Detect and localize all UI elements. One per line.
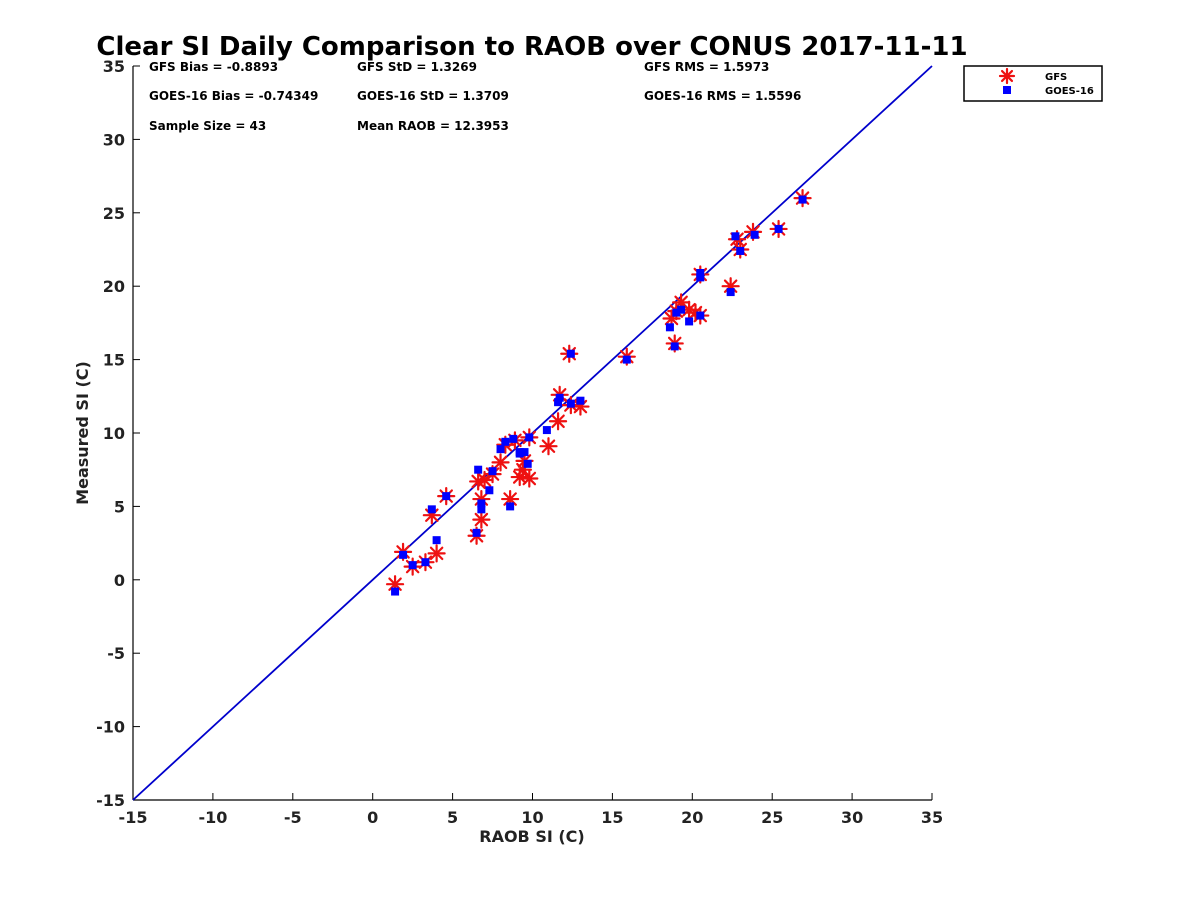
goes16-point [432, 536, 441, 545]
goes16-point [477, 499, 486, 508]
stat-sample-size: Sample Size = 43 [149, 119, 266, 133]
plot-area: -15 -10 -5 0 5 10 15 20 25 30 35 -15 -10 -5 0 5 10 15 20 25… [96, 57, 943, 827]
goes16-point [515, 449, 524, 458]
goes16-point [750, 230, 759, 239]
goes16-point [685, 317, 694, 326]
stat-goes-rms: GOES-16 RMS = 1.5596 [644, 89, 801, 103]
goes16-point [525, 433, 534, 442]
y-tick-label: 25 [103, 204, 125, 223]
y-tick-label: -10 [96, 718, 125, 737]
goes16-point [670, 342, 679, 351]
x-tick-label: 0 [367, 808, 378, 827]
gfs-point [520, 469, 539, 488]
goes16-point [485, 486, 494, 495]
goes16-point [576, 396, 585, 405]
stat-gfs-rms: GFS RMS = 1.5973 [644, 60, 769, 74]
gfs-point [548, 412, 568, 431]
legend-goes-label: GOES-16 [1045, 86, 1094, 97]
x-tick-label: -5 [284, 808, 302, 827]
goes16-point [506, 502, 515, 511]
stat-gfs-std: GFS StD = 1.3269 [357, 60, 477, 74]
y-tick-label: 35 [103, 57, 125, 76]
legend-goes-square [1003, 86, 1011, 94]
y-tick-label: 5 [114, 497, 125, 516]
legend-gfs-asterisk [998, 67, 1016, 85]
stat-goes-bias: GOES-16 Bias = -0.74349 [149, 89, 318, 103]
goes16-point [555, 393, 564, 402]
y-tick-label: 10 [103, 424, 125, 443]
goes16-point [696, 311, 705, 320]
goes16-point [726, 288, 735, 297]
legend-gfs-marker [998, 67, 1016, 85]
goes16-point [520, 448, 529, 457]
goes16-point [672, 308, 681, 317]
goes16-point [427, 505, 436, 514]
gfs-point [571, 397, 590, 416]
goes16-point [442, 492, 451, 501]
goes16-point [501, 437, 510, 446]
y-tick-label: -15 [96, 791, 125, 810]
x-tick-label: 25 [761, 808, 783, 827]
legend-box [963, 65, 1103, 102]
x-tick-label: -10 [198, 808, 227, 827]
goes16-point [798, 195, 807, 204]
chart-title: Clear SI Daily Comparison to RAOB over C… [96, 32, 967, 62]
legend-gfs-label: GFS [1045, 72, 1067, 83]
gfs-point [472, 510, 491, 529]
goes16-point [554, 398, 563, 407]
goes16-point [566, 349, 575, 358]
gfs-point [539, 437, 558, 456]
goes16-point [696, 273, 705, 282]
goes16-point [488, 467, 497, 476]
goes16-point [391, 587, 400, 596]
x-axis-label: RAOB SI (C) [479, 827, 584, 846]
goes16-point [774, 224, 783, 233]
goes16-point [477, 505, 486, 514]
goes16-point [736, 246, 745, 255]
gfs-point [427, 544, 446, 563]
x-tick-label: 15 [601, 808, 623, 827]
goes16-point [399, 550, 408, 559]
x-tick-label: 10 [521, 808, 543, 827]
goes16-point [677, 305, 686, 314]
legend: GFS GOES-16 [963, 65, 1103, 102]
goes16-point [696, 268, 705, 277]
x-tick-label: 35 [921, 808, 943, 827]
y-tick-label: -5 [107, 644, 125, 663]
gfs-point [491, 453, 510, 472]
goes16-point [542, 426, 551, 435]
goes16-point [509, 434, 518, 443]
y-tick-label: 20 [103, 277, 125, 296]
goes16-point [665, 323, 674, 332]
y-tick-label: 0 [114, 571, 125, 590]
goes16-point [472, 528, 481, 537]
x-tick-label: 20 [681, 808, 703, 827]
goes16-point [622, 355, 631, 364]
y-tick-label: 15 [103, 351, 125, 370]
goes16-point [731, 232, 740, 241]
goes16-point [421, 558, 430, 567]
x-tick-label: 30 [841, 808, 863, 827]
stat-goes-std: GOES-16 StD = 1.3709 [357, 89, 509, 103]
x-tick-label: 5 [447, 808, 458, 827]
stat-mean-raob: Mean RAOB = 12.3953 [357, 119, 509, 133]
x-tick-label: -15 [119, 808, 148, 827]
stat-gfs-bias: GFS Bias = -0.8893 [149, 60, 278, 74]
goes16-point [474, 465, 483, 474]
goes16-point [408, 561, 417, 570]
goes16-point [523, 459, 532, 468]
y-tick-label: 30 [103, 130, 125, 149]
goes16-point [566, 399, 575, 408]
legend-goes-marker [1003, 86, 1011, 94]
goes16-point [496, 445, 505, 454]
y-axis-label: Measured SI (C) [73, 361, 92, 505]
